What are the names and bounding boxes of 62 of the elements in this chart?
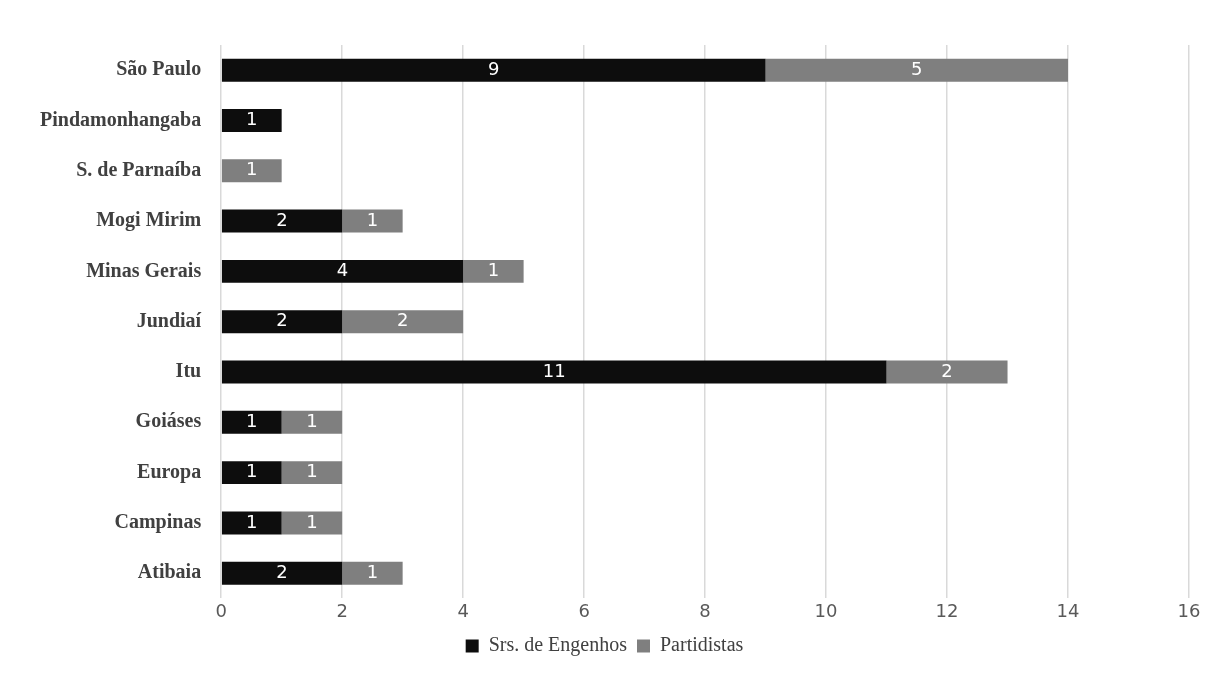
bar bbox=[221, 58, 766, 82]
y-tick-label: Mogi Mirim bbox=[96, 208, 202, 232]
bar bbox=[221, 310, 343, 334]
data-label: 4 bbox=[336, 259, 349, 281]
x-tick-label: 16 bbox=[1177, 599, 1201, 621]
y-tick-label: Campinas bbox=[114, 510, 202, 534]
bar bbox=[342, 310, 464, 334]
x-tick-label: 0 bbox=[215, 599, 227, 621]
data-label: 1 bbox=[306, 510, 318, 532]
bar bbox=[342, 209, 403, 233]
bar bbox=[221, 108, 282, 132]
x-tick-label: 2 bbox=[336, 599, 348, 621]
bar bbox=[342, 561, 403, 585]
x-tick-label: 14 bbox=[1056, 599, 1080, 621]
bar bbox=[221, 410, 282, 434]
data-label: 1 bbox=[246, 510, 258, 532]
bar bbox=[221, 159, 282, 183]
data-label: 9 bbox=[488, 57, 500, 79]
legend-label: Srs. de Engenhos bbox=[488, 633, 628, 657]
data-label: 1 bbox=[366, 208, 379, 230]
bar bbox=[463, 259, 524, 283]
y-tick-label: São Paulo bbox=[116, 57, 202, 80]
data-label: 2 bbox=[276, 309, 288, 331]
bar bbox=[886, 360, 1008, 384]
y-tick-label: Atibaia bbox=[137, 560, 202, 583]
bar bbox=[281, 511, 343, 535]
bar bbox=[281, 410, 343, 434]
y-tick-label: Jundiaí bbox=[136, 308, 202, 331]
y-tick-label: Pindamonhangaba bbox=[40, 107, 202, 131]
data-label: 1 bbox=[306, 460, 318, 482]
data-label: 1 bbox=[246, 409, 258, 431]
bar bbox=[221, 209, 343, 233]
bar bbox=[221, 360, 887, 384]
bar bbox=[281, 461, 343, 485]
data-label: 11 bbox=[542, 359, 566, 381]
bar bbox=[221, 461, 282, 485]
y-tick-label: Minas Gerais bbox=[86, 258, 202, 281]
data-label: 2 bbox=[276, 208, 288, 230]
data-label: 1 bbox=[246, 460, 258, 482]
data-label: 1 bbox=[306, 409, 318, 431]
data-label: 1 bbox=[487, 259, 500, 281]
x-tick-label: 4 bbox=[457, 599, 469, 621]
x-tick-label: 12 bbox=[935, 599, 959, 621]
y-tick-label: Europa bbox=[137, 459, 202, 483]
legend-label: Partidistas bbox=[660, 633, 744, 656]
y-tick-label: S. de Parnaíba bbox=[76, 157, 202, 180]
bar bbox=[221, 511, 282, 535]
bar bbox=[221, 259, 464, 283]
x-tick-label: 8 bbox=[699, 599, 711, 621]
data-label: 1 bbox=[246, 108, 258, 130]
x-tick-label: 6 bbox=[578, 599, 590, 621]
y-tick-label: Itu bbox=[175, 359, 202, 382]
data-label: 2 bbox=[276, 560, 288, 582]
x-tick-label: 10 bbox=[814, 599, 838, 621]
data-label: 2 bbox=[396, 309, 409, 331]
data-label: 5 bbox=[911, 57, 923, 79]
data-label: 1 bbox=[366, 560, 379, 582]
data-label: 1 bbox=[246, 158, 258, 180]
y-tick-label: Goiáses bbox=[135, 409, 202, 432]
data-label: 2 bbox=[941, 359, 953, 381]
bar bbox=[221, 561, 343, 585]
bar bbox=[765, 58, 1069, 82]
